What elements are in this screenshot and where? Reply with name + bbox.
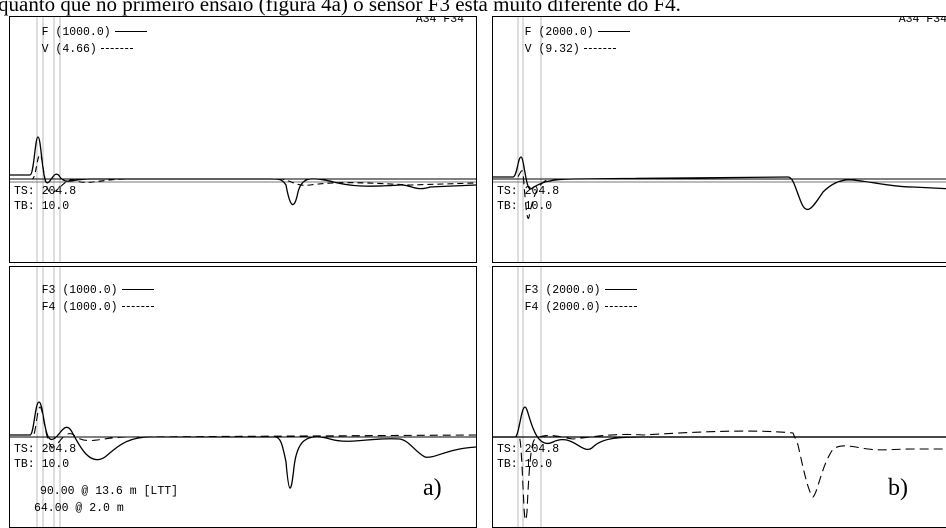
tb-value: TB: 10.0 [14, 200, 70, 213]
panel-b-bottom-plot: F3 (2000.0) F4 (2000.0) TS: 204.8 TB: 10… [492, 266, 946, 528]
trace-v-name: V [41, 43, 49, 56]
solid-line-legend-icon [604, 289, 637, 291]
trace-f-name: F [524, 26, 532, 39]
panel-b-top-plot: F (2000.0) V (9.32) A34 F34 TS: 204.8 TB… [492, 16, 946, 263]
tb-value: TB: 10.0 [497, 200, 553, 213]
sensor-tag: A34 F34 [898, 16, 946, 26]
trace-f4-name: F4 [41, 301, 56, 314]
solid-line-legend-icon [597, 31, 630, 33]
ts-value: TS: 204.8 [14, 185, 77, 198]
dashed-line-legend-icon [121, 306, 154, 308]
trace-f4-name: F4 [524, 301, 539, 314]
ltt-note: 90.00 @ 13.6 m [LTT] [40, 485, 179, 498]
panel-b-bottom-traces [493, 267, 946, 527]
trace-f3-name: F3 [41, 284, 56, 297]
dashed-line-legend-icon [583, 48, 616, 50]
ts-value: TS: 204.8 [497, 443, 560, 456]
depth-note: 64.00 @ 2.0 m [34, 502, 124, 515]
panel-a-label: a) [423, 475, 442, 501]
dashed-line-legend-icon [604, 306, 637, 308]
panel-a-top-traces [10, 17, 476, 262]
ts-value: TS: 204.8 [14, 443, 77, 456]
trace-f3-name: F3 [524, 284, 539, 297]
panel-b-label: b) [888, 475, 908, 501]
panel-a-top-plot: F (1000.0) V (4.66) A34 F34 TS: 204.8 TB… [9, 16, 477, 263]
trace-f-scale: (2000.0) [538, 26, 594, 39]
ts-value: TS: 204.8 [497, 185, 560, 198]
trace-v-scale: (4.66) [55, 43, 97, 56]
tb-value: TB: 10.0 [497, 458, 553, 471]
tb-value: TB: 10.0 [14, 458, 70, 471]
panel-b-top-traces [493, 17, 946, 262]
trace-f3-scale: (2000.0) [545, 284, 601, 297]
trace-v-scale: (9.32) [538, 43, 580, 56]
solid-line-legend-icon [121, 289, 154, 291]
trace-f-scale: (1000.0) [55, 26, 111, 39]
solid-line-legend-icon [114, 31, 147, 33]
figure-caption: quanto que no primeiro ensaio (figura 4a… [0, 0, 681, 16]
sensor-tag: A34 F34 [415, 16, 464, 26]
dashed-line-legend-icon [100, 48, 133, 50]
trace-f3-scale: (1000.0) [62, 284, 118, 297]
panel-a-bottom-plot: F3 (1000.0) F4 (1000.0) TS: 204.8 TB: 10… [9, 266, 477, 528]
trace-f4-scale: (2000.0) [545, 301, 601, 314]
trace-v-name: V [524, 43, 532, 56]
panel-a-bottom-traces [10, 267, 476, 527]
trace-f-name: F [41, 26, 49, 39]
trace-f4-scale: (1000.0) [62, 301, 118, 314]
